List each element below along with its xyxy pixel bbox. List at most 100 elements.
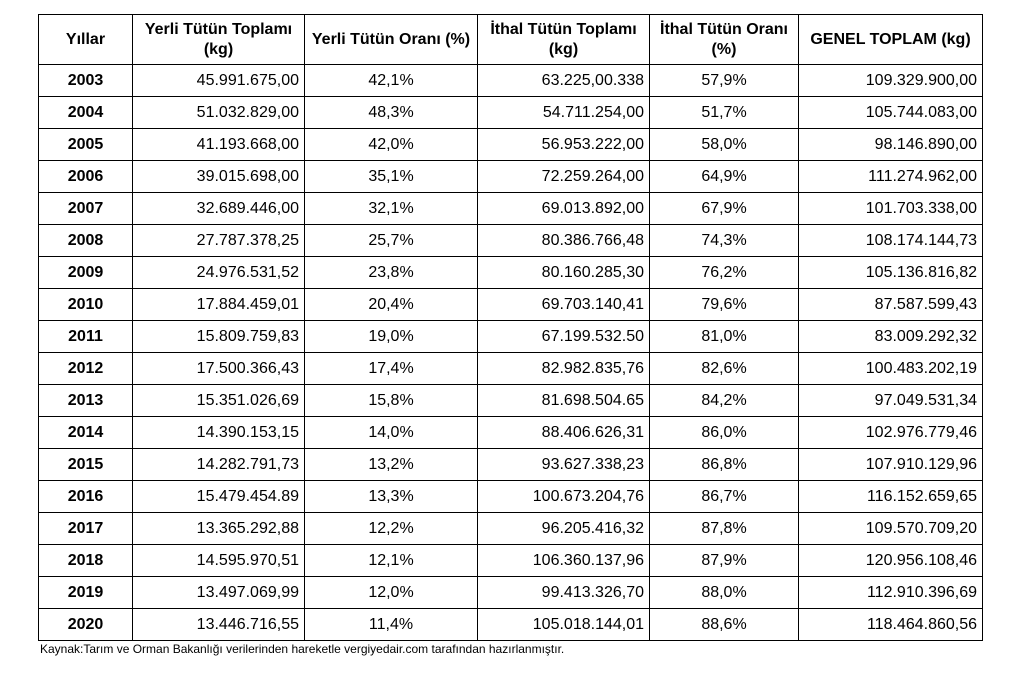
cell-grand-total: 105.744.083,00 bbox=[798, 96, 983, 129]
cell-import-share: 51,7% bbox=[649, 96, 799, 129]
cell-import-total: 54.711.254,00 bbox=[477, 96, 650, 129]
cell-year: 2005 bbox=[38, 128, 133, 161]
cell-import-total: 105.018.144,01 bbox=[477, 608, 650, 641]
cell-year: 2014 bbox=[38, 416, 133, 449]
cell-grand-total: 118.464.860,56 bbox=[798, 608, 983, 641]
cell-grand-total: 87.587.599,43 bbox=[798, 288, 983, 321]
cell-domestic-total: 27.787.378,25 bbox=[132, 224, 305, 257]
cell-domestic-total: 39.015.698,00 bbox=[132, 160, 305, 193]
cell-import-total: 96.205.416,32 bbox=[477, 512, 650, 545]
header-grand-total: GENEL TOPLAM (kg) bbox=[798, 14, 983, 65]
header-import-total: İthal Tütün Toplamı (kg) bbox=[477, 14, 650, 65]
cell-grand-total: 100.483.202,19 bbox=[798, 352, 983, 385]
cell-domestic-share: 17,4% bbox=[304, 352, 478, 385]
table-row: 2014 14.390.153,15 14,0% 88.406.626,31 86,0%… bbox=[38, 416, 983, 449]
cell-import-total: 69.013.892,00 bbox=[477, 192, 650, 225]
cell-grand-total: 111.274.962,00 bbox=[798, 160, 983, 193]
table-row: 2016 15.479.454.89 13,3% 100.673.204,76 86,7… bbox=[38, 480, 983, 513]
cell-domestic-total: 14.282.791,73 bbox=[132, 448, 305, 481]
cell-import-share: 74,3% bbox=[649, 224, 799, 257]
cell-import-total: 67.199.532.50 bbox=[477, 320, 650, 353]
cell-grand-total: 112.910.396,69 bbox=[798, 576, 983, 609]
table-row: 2003 45.991.675,00 42,1% 63.225,00.338 57,9%… bbox=[38, 64, 983, 97]
cell-grand-total: 97.049.531,34 bbox=[798, 384, 983, 417]
cell-year: 2018 bbox=[38, 544, 133, 577]
cell-grand-total: 105.136.816,82 bbox=[798, 256, 983, 289]
cell-domestic-share: 12,0% bbox=[304, 576, 478, 609]
cell-import-share: 82,6% bbox=[649, 352, 799, 385]
cell-import-total: 81.698.504.65 bbox=[477, 384, 650, 417]
cell-import-share: 64,9% bbox=[649, 160, 799, 193]
cell-domestic-share: 25,7% bbox=[304, 224, 478, 257]
header-import-share: İthal Tütün Oranı (%) bbox=[649, 14, 799, 65]
cell-domestic-share: 13,2% bbox=[304, 448, 478, 481]
cell-domestic-share: 48,3% bbox=[304, 96, 478, 129]
header-years: Yıllar bbox=[38, 14, 133, 65]
cell-year: 2012 bbox=[38, 352, 133, 385]
cell-year: 2010 bbox=[38, 288, 133, 321]
cell-domestic-share: 42,1% bbox=[304, 64, 478, 97]
cell-year: 2016 bbox=[38, 480, 133, 513]
cell-domestic-total: 45.991.675,00 bbox=[132, 64, 305, 97]
cell-domestic-total: 15.351.026,69 bbox=[132, 384, 305, 417]
header-domestic-share: Yerli Tütün Oranı (%) bbox=[304, 14, 478, 65]
cell-domestic-share: 13,3% bbox=[304, 480, 478, 513]
cell-import-total: 106.360.137,96 bbox=[477, 544, 650, 577]
cell-grand-total: 120.956.108,46 bbox=[798, 544, 983, 577]
cell-year: 2019 bbox=[38, 576, 133, 609]
cell-year: 2003 bbox=[38, 64, 133, 97]
cell-import-share: 81,0% bbox=[649, 320, 799, 353]
table-row: 2012 17.500.366,43 17,4% 82.982.835,76 82,6%… bbox=[38, 352, 983, 385]
cell-grand-total: 109.570.709,20 bbox=[798, 512, 983, 545]
cell-import-share: 76,2% bbox=[649, 256, 799, 289]
cell-import-share: 58,0% bbox=[649, 128, 799, 161]
cell-year: 2017 bbox=[38, 512, 133, 545]
cell-grand-total: 109.329.900,00 bbox=[798, 64, 983, 97]
cell-domestic-total: 13.497.069,99 bbox=[132, 576, 305, 609]
table-row: 2018 14.595.970,51 12,1% 106.360.137,96 87,9… bbox=[38, 544, 983, 577]
header-row: Yıllar Yerli Tütün Toplamı (kg) Yerli Tü… bbox=[38, 14, 983, 65]
cell-domestic-total: 13.365.292,88 bbox=[132, 512, 305, 545]
table-row: 2015 14.282.791,73 13,2% 93.627.338,23 86,8%… bbox=[38, 448, 983, 481]
cell-import-share: 88,0% bbox=[649, 576, 799, 609]
table-body: 2003 45.991.675,00 42,1% 63.225,00.338 57,9%… bbox=[38, 64, 983, 641]
cell-year: 2007 bbox=[38, 192, 133, 225]
table-row: 2007 32.689.446,00 32,1% 69.013.892,00 67,9%… bbox=[38, 192, 983, 225]
header-domestic-total: Yerli Tütün Toplamı (kg) bbox=[132, 14, 305, 65]
cell-import-total: 80.386.766,48 bbox=[477, 224, 650, 257]
cell-year: 2009 bbox=[38, 256, 133, 289]
cell-import-total: 82.982.835,76 bbox=[477, 352, 650, 385]
cell-grand-total: 101.703.338,00 bbox=[798, 192, 983, 225]
cell-domestic-share: 12,2% bbox=[304, 512, 478, 545]
cell-import-share: 88,6% bbox=[649, 608, 799, 641]
cell-year: 2004 bbox=[38, 96, 133, 129]
cell-domestic-total: 17.884.459,01 bbox=[132, 288, 305, 321]
cell-domestic-total: 41.193.668,00 bbox=[132, 128, 305, 161]
cell-grand-total: 107.910.129,96 bbox=[798, 448, 983, 481]
cell-domestic-total: 51.032.829,00 bbox=[132, 96, 305, 129]
table-row: 2009 24.976.531,52 23,8% 80.160.285,30 76,2%… bbox=[38, 256, 983, 289]
cell-grand-total: 83.009.292,32 bbox=[798, 320, 983, 353]
tobacco-data-table: Yıllar Yerli Tütün Toplamı (kg) Yerli Tü… bbox=[38, 14, 983, 641]
cell-year: 2006 bbox=[38, 160, 133, 193]
table-row: 2019 13.497.069,99 12,0% 99.413.326,70 88,0%… bbox=[38, 576, 983, 609]
cell-grand-total: 102.976.779,46 bbox=[798, 416, 983, 449]
table-row: 2005 41.193.668,00 42,0% 56.953.222,00 58,0%… bbox=[38, 128, 983, 161]
cell-import-share: 67,9% bbox=[649, 192, 799, 225]
cell-domestic-share: 11,4% bbox=[304, 608, 478, 641]
cell-domestic-share: 20,4% bbox=[304, 288, 478, 321]
table-row: 2008 27.787.378,25 25,7% 80.386.766,48 74,3%… bbox=[38, 224, 983, 257]
cell-domestic-total: 24.976.531,52 bbox=[132, 256, 305, 289]
cell-domestic-share: 32,1% bbox=[304, 192, 478, 225]
table-row: 2020 13.446.716,55 11,4% 105.018.144,01 88,6… bbox=[38, 608, 983, 641]
cell-import-share: 79,6% bbox=[649, 288, 799, 321]
cell-grand-total: 108.174.144,73 bbox=[798, 224, 983, 257]
cell-domestic-total: 15.809.759,83 bbox=[132, 320, 305, 353]
cell-year: 2015 bbox=[38, 448, 133, 481]
cell-domestic-share: 23,8% bbox=[304, 256, 478, 289]
cell-import-total: 88.406.626,31 bbox=[477, 416, 650, 449]
cell-grand-total: 98.146.890,00 bbox=[798, 128, 983, 161]
cell-domestic-total: 15.479.454.89 bbox=[132, 480, 305, 513]
table-row: 2006 39.015.698,00 35,1% 72.259.264,00 64,9%… bbox=[38, 160, 983, 193]
cell-domestic-share: 42,0% bbox=[304, 128, 478, 161]
